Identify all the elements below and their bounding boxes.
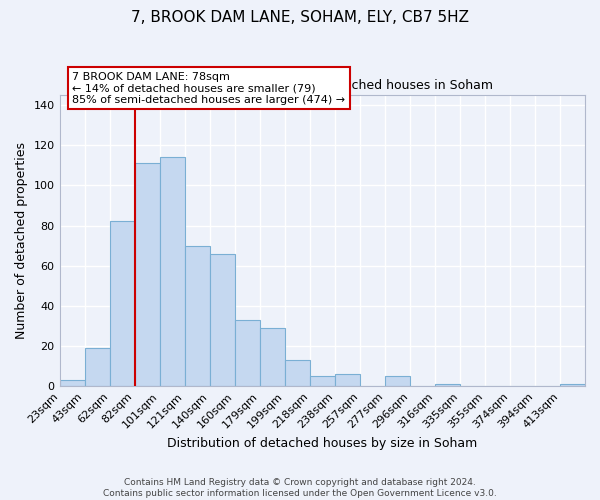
Bar (160, 157, 185, 386)
Bar (85, 348, 110, 386)
Bar (285, 360, 310, 386)
Y-axis label: Number of detached properties: Number of detached properties (15, 142, 28, 339)
Bar (560, 384, 585, 386)
Bar (59, 380, 85, 386)
Bar (335, 374, 360, 386)
Bar (435, 384, 460, 386)
Bar (110, 222, 134, 386)
Bar (134, 163, 160, 386)
Bar (260, 328, 285, 386)
Bar (185, 246, 209, 386)
Bar (310, 376, 335, 386)
Text: 7 BROOK DAM LANE: 78sqm
← 14% of detached houses are smaller (79)
85% of semi-de: 7 BROOK DAM LANE: 78sqm ← 14% of detache… (72, 72, 345, 105)
Bar (209, 254, 235, 386)
Bar (385, 376, 410, 386)
Bar (235, 320, 260, 386)
X-axis label: Distribution of detached houses by size in Soham: Distribution of detached houses by size … (167, 437, 478, 450)
Title: Size of property relative to detached houses in Soham: Size of property relative to detached ho… (152, 80, 493, 92)
Text: 7, BROOK DAM LANE, SOHAM, ELY, CB7 5HZ: 7, BROOK DAM LANE, SOHAM, ELY, CB7 5HZ (131, 10, 469, 25)
Text: Contains HM Land Registry data © Crown copyright and database right 2024.
Contai: Contains HM Land Registry data © Crown c… (103, 478, 497, 498)
